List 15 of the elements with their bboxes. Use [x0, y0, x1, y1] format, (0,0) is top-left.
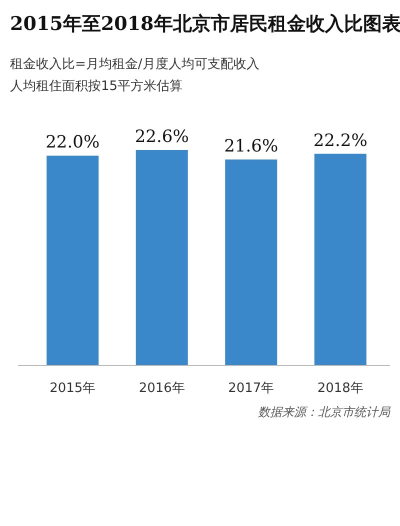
- data-label: 22.2%: [313, 130, 368, 151]
- chart-subtitle: 租金收入比=月均租金/月度人均可支配收入: [10, 56, 260, 72]
- data-label: 22.6%: [134, 127, 189, 147]
- bar: [314, 154, 366, 365]
- x-tick-label: 2018年: [317, 381, 364, 396]
- text: 人均租住面积按15平方米估算: [10, 78, 183, 94]
- data-label: 21.6%: [224, 136, 278, 157]
- x-tick-label: 2016年: [138, 381, 185, 396]
- bar: [136, 150, 188, 365]
- x-tick-label: 2015年: [50, 381, 96, 396]
- data-label: 22.0%: [46, 132, 100, 153]
- source-note: 数据来源：北京市统计局: [258, 405, 391, 419]
- bar: [225, 160, 278, 365]
- bar: [46, 156, 99, 365]
- x-tick-label: 2017年: [228, 381, 274, 396]
